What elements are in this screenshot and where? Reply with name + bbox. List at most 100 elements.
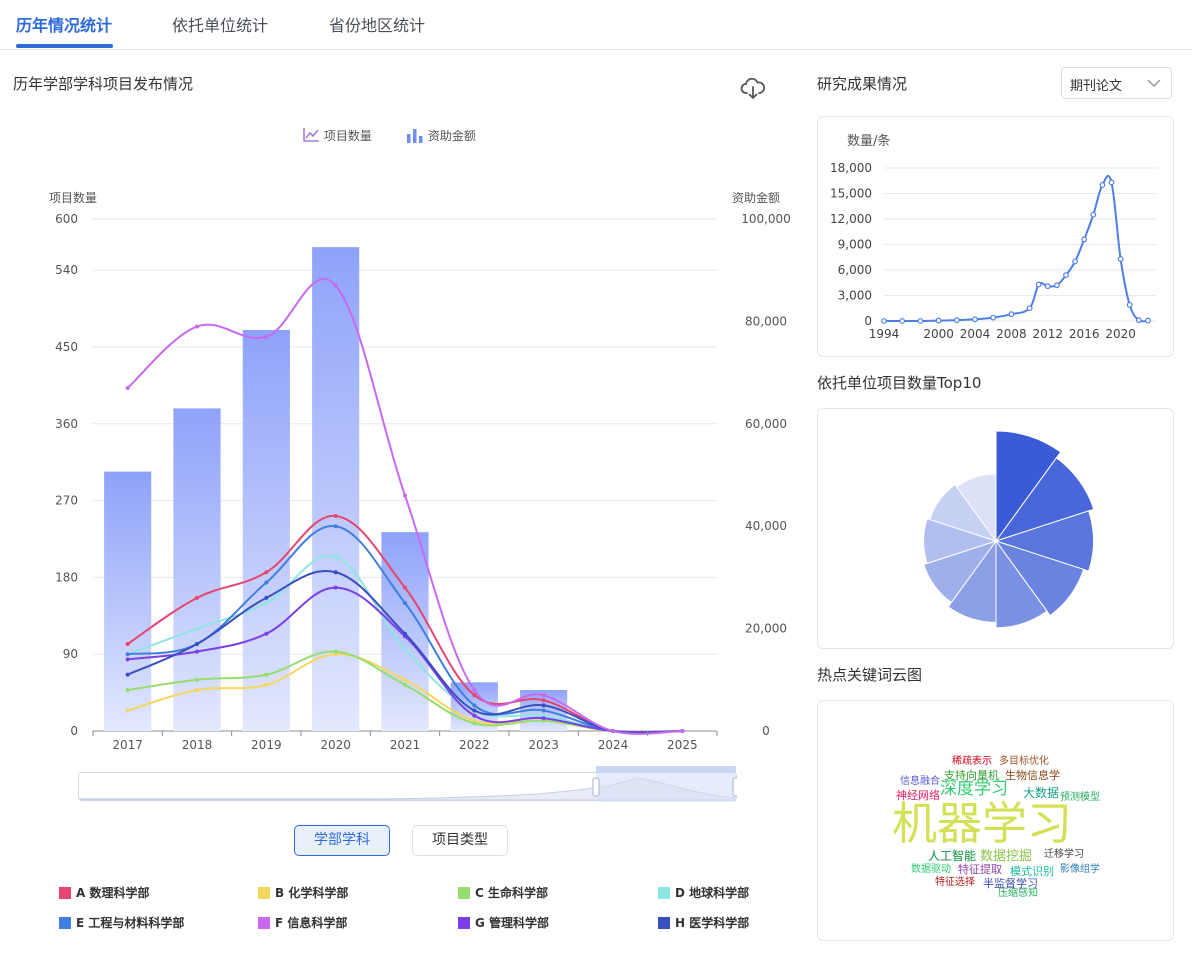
segment-discipline-button[interactable]: 学部学科 <box>294 825 390 856</box>
project-count-bar <box>242 329 290 731</box>
series-point <box>264 631 269 636</box>
project-count-bar <box>381 532 429 731</box>
funding-point <box>472 688 477 693</box>
legend-label: B 化学科学部 <box>275 886 349 900</box>
keyword-item[interactable]: 影像组学 <box>1060 864 1100 875</box>
line-chart-icon <box>303 128 319 142</box>
tab-unit-stats[interactable]: 依托单位统计 <box>172 16 269 35</box>
research-point <box>972 316 978 323</box>
rose-slice <box>929 483 998 542</box>
legend-item[interactable]: H 医学科学部 <box>658 915 749 931</box>
left-tick-label: 450 <box>55 340 78 354</box>
research-line <box>884 174 1149 323</box>
keyword-item[interactable]: 深度学习 <box>940 779 1008 799</box>
keyword-item[interactable]: 生物信息学 <box>1005 769 1060 782</box>
toggle-funding[interactable]: 资助金额 <box>406 127 476 144</box>
series-point <box>195 677 199 682</box>
chevron-down-icon <box>1147 79 1161 88</box>
rose-slice <box>994 457 1095 542</box>
result-type-select[interactable]: 期刊论文 <box>1061 67 1172 99</box>
zoom-handle-left <box>592 777 600 797</box>
rose-slice <box>923 518 998 564</box>
keyword-item[interactable]: 压缩感知 <box>998 888 1038 899</box>
keyword-item[interactable]: 信息融合 <box>900 776 940 787</box>
series-point <box>264 682 269 687</box>
left-tick-label: 600 <box>55 212 78 226</box>
research-point <box>1044 283 1051 290</box>
segment-project-type-button[interactable]: 项目类型 <box>412 825 508 856</box>
keyword-item[interactable]: 神经网络 <box>896 789 940 802</box>
keyword-item[interactable]: 预测模型 <box>1060 792 1100 803</box>
y-tick-label: 0 <box>864 314 872 328</box>
series-point <box>403 601 407 605</box>
right-tick-label: 20,000 <box>745 622 787 636</box>
legend-item[interactable]: A 数理科学部 <box>59 885 149 901</box>
research-point <box>953 317 960 324</box>
tab-province-stats[interactable]: 省份地区统计 <box>329 16 426 35</box>
research-point <box>1035 281 1042 288</box>
research-line-chart: 0 3,000 6,000 9,000 12,000 15,000 18,000 1994 20… <box>830 161 1157 341</box>
left-tick-label: 270 <box>55 494 78 508</box>
legend-item[interactable]: C 生命科学部 <box>458 885 548 901</box>
legend-item[interactable]: G 管理科学部 <box>458 915 549 931</box>
series-point <box>195 641 199 646</box>
x-tick-label: 2020 <box>320 738 351 752</box>
research-point <box>935 317 942 324</box>
top10-card <box>817 408 1174 649</box>
legend-item[interactable]: F 信息科学部 <box>258 915 347 931</box>
x-tick-label: 2012 <box>1033 327 1064 341</box>
keyword-item[interactable]: 模式识别 <box>1010 865 1054 878</box>
data-zoom-slider[interactable] <box>78 766 740 802</box>
series-point <box>195 649 199 654</box>
funding-point <box>333 283 338 288</box>
keyword-item[interactable]: 支持向量机 <box>944 769 999 782</box>
series-point <box>472 693 477 698</box>
funding-point <box>541 693 546 698</box>
right-tick-label: 80,000 <box>745 314 787 328</box>
legend-swatch <box>258 887 270 899</box>
rose-slice <box>947 539 997 623</box>
legend-swatch <box>59 887 71 899</box>
legend-label: F 信息科学部 <box>275 916 348 930</box>
research-point <box>1008 311 1015 318</box>
x-tick-label: 2016 <box>1069 327 1100 341</box>
keyword-item[interactable]: 数据驱动 <box>911 864 951 875</box>
series-point <box>472 713 477 718</box>
keyword-item[interactable]: 大数据 <box>1023 786 1060 800</box>
legend-item[interactable]: B 化学科学部 <box>258 885 348 901</box>
rose-slice <box>994 540 1085 617</box>
series-point <box>472 721 477 726</box>
series-point <box>472 708 477 713</box>
research-point <box>917 318 924 324</box>
y-tick-label: 3,000 <box>838 289 872 303</box>
series-point <box>403 631 407 636</box>
legend-label: C 生命科学部 <box>475 886 548 900</box>
keyword-item[interactable]: 稀疏表示 <box>952 756 992 767</box>
toggle-count-label: 项目数量 <box>323 129 372 143</box>
keyword-item[interactable]: 特征提取 <box>958 863 1002 876</box>
research-point <box>899 318 906 324</box>
keyword-item[interactable]: 多目标优化 <box>999 756 1049 767</box>
toggle-count[interactable]: 项目数量 <box>302 127 372 144</box>
keyword-item[interactable]: 数据挖掘 <box>980 849 1033 864</box>
legend-item[interactable]: E 工程与材料科学部 <box>59 915 184 931</box>
left-tick-label: 540 <box>55 263 78 277</box>
x-tick-label: 2020 <box>1105 327 1136 341</box>
keyword-item[interactable]: 半监督学习 <box>983 877 1038 890</box>
main-chart-title: 历年学部学科项目发布情况 <box>13 75 194 93</box>
legend-item[interactable]: D 地球科学部 <box>658 885 749 901</box>
x-tick-label: 2021 <box>390 738 421 752</box>
series-point <box>541 698 546 703</box>
legend-label: E 工程与材料科学部 <box>76 916 185 930</box>
keyword-item[interactable]: 人工智能 <box>928 849 977 863</box>
keyword-item[interactable]: 特征选择 <box>935 877 975 888</box>
tab-history-stats[interactable]: 历年情况统计 <box>16 16 113 35</box>
y-tick-label: 9,000 <box>838 238 872 252</box>
x-tick-label: 2023 <box>528 738 559 752</box>
keyword-item[interactable]: 迁移学习 <box>1044 849 1084 860</box>
bar-chart-icon <box>407 129 423 143</box>
keyword-item[interactable]: 机器学习 <box>892 797 1073 850</box>
download-cloud-icon[interactable] <box>740 76 766 102</box>
tab-bar: 历年情况统计 依托单位统计 省份地区统计 <box>0 0 1192 50</box>
research-point <box>1053 282 1060 289</box>
